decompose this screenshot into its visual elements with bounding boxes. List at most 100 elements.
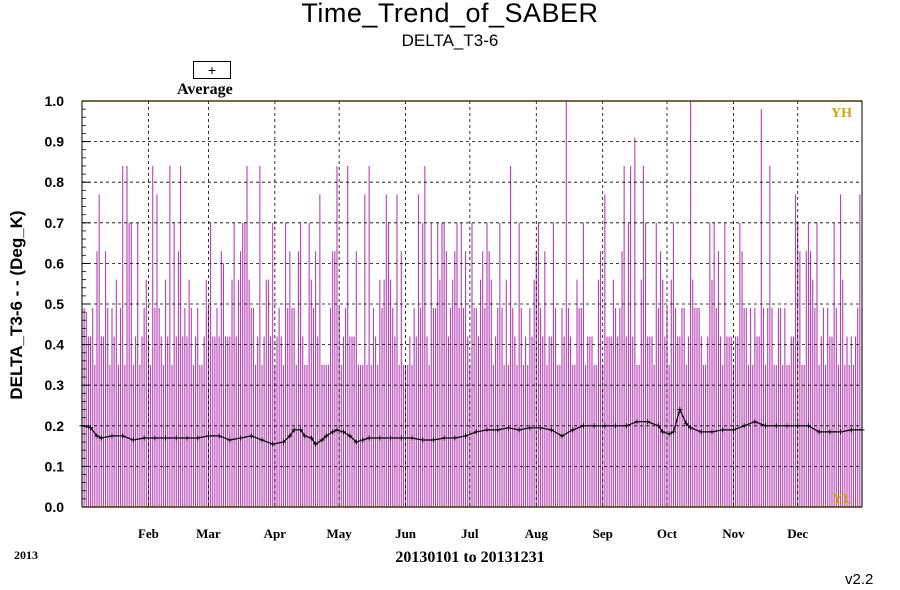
average-marker (152, 435, 158, 441)
average-marker (238, 435, 244, 441)
y-tick-label: 0.3 (45, 377, 65, 393)
average-marker (495, 427, 501, 433)
x-tick-label: May (327, 526, 353, 541)
average-marker (308, 435, 314, 441)
average-marker (602, 423, 608, 429)
x-tick-label: Sep (593, 526, 613, 541)
average-marker (313, 441, 319, 447)
average-marker (827, 429, 833, 435)
average-series (79, 407, 865, 447)
legend-label: Average (177, 81, 233, 98)
average-marker (216, 433, 222, 439)
average-marker (816, 429, 822, 435)
average-marker (353, 439, 359, 445)
x-tick-label: Mar (196, 526, 221, 541)
average-marker (516, 427, 522, 433)
average-marker (763, 423, 769, 429)
average-marker (94, 433, 100, 439)
average-marker (666, 431, 672, 437)
average-marker (677, 407, 683, 413)
average-marker (98, 435, 104, 441)
x-tick-label: Oct (657, 526, 678, 541)
average-marker (752, 419, 758, 425)
average-marker (323, 433, 329, 439)
x-tick-label: Aug (525, 526, 549, 541)
average-marker (548, 427, 554, 433)
y-tick-label: 0.5 (45, 296, 65, 312)
average-marker (441, 435, 447, 441)
legend-symbol-box: + (193, 61, 231, 79)
average-marker (655, 423, 661, 429)
average-marker (280, 439, 286, 445)
average-marker (430, 437, 436, 443)
average-marker (319, 437, 325, 443)
average-marker (720, 427, 726, 433)
average-marker (683, 421, 689, 427)
average-marker (570, 427, 576, 433)
average-marker (205, 433, 211, 439)
average-marker (848, 427, 854, 433)
average-marker (163, 435, 169, 441)
average-marker (259, 437, 265, 443)
grid-lines (82, 101, 862, 507)
limit-line-label: YL (833, 492, 852, 507)
y-tick-label: 1.0 (45, 93, 65, 109)
average-marker (366, 435, 372, 441)
axes: 0.0 0.1 0.2 0.3 0.4 0.5 0.6 0.7 0.8 0.9 1.0 Feb Mar A… (45, 93, 809, 541)
average-marker (298, 427, 304, 433)
average-marker (805, 423, 811, 429)
average-marker (334, 427, 340, 433)
y-tick-label: 0.2 (45, 418, 65, 434)
x-tick-label: Apr (264, 526, 287, 541)
average-marker (248, 433, 254, 439)
bar-series (81, 101, 863, 507)
x-tick-label: Nov (722, 526, 745, 541)
average-marker (463, 433, 469, 439)
limit-line-label: YH (831, 106, 852, 121)
x-tick-label: Jul (461, 526, 479, 541)
average-marker (538, 425, 544, 431)
average-marker (340, 429, 346, 435)
y-tick-label: 0.9 (45, 134, 65, 150)
average-marker (505, 425, 511, 431)
average-marker (838, 429, 844, 435)
chart-title: Time_Trend_of_SABER (301, 0, 599, 28)
average-marker (730, 427, 736, 433)
average-marker (784, 423, 790, 429)
average-marker (388, 435, 394, 441)
average-marker (360, 437, 366, 443)
average-marker (741, 423, 747, 429)
average-marker (398, 435, 404, 441)
average-marker (141, 435, 147, 441)
average-marker (634, 419, 640, 425)
version-label: v2.2 (845, 571, 874, 588)
average-marker (795, 423, 801, 429)
average-marker (120, 433, 126, 439)
average-marker (670, 429, 676, 435)
average-marker (195, 435, 201, 441)
y-tick-label: 0.6 (45, 255, 65, 271)
average-marker (184, 435, 190, 441)
x-tick-label: Feb (138, 526, 159, 541)
year-label: 2013 (14, 548, 38, 562)
y-tick-label: 0.1 (45, 458, 65, 474)
y-tick-label: 0.0 (45, 499, 65, 515)
average-marker (420, 437, 426, 443)
x-tick-label: Jun (395, 526, 417, 541)
y-tick-label: 0.4 (45, 337, 65, 353)
average-marker (377, 435, 383, 441)
date-range-label: 20130101 to 20131231 (395, 549, 545, 566)
average-marker (291, 427, 297, 433)
average-marker (109, 433, 115, 439)
average-marker (527, 425, 533, 431)
x-tick-label: Dec (787, 526, 808, 541)
average-marker (709, 429, 715, 435)
average-marker (645, 419, 651, 425)
chart-subtitle: DELTA_T3-6 (401, 31, 499, 50)
average-marker (580, 423, 586, 429)
average-marker (688, 425, 694, 431)
average-marker (302, 433, 308, 439)
average-marker (559, 433, 565, 439)
y-tick-label: 0.8 (45, 174, 65, 190)
